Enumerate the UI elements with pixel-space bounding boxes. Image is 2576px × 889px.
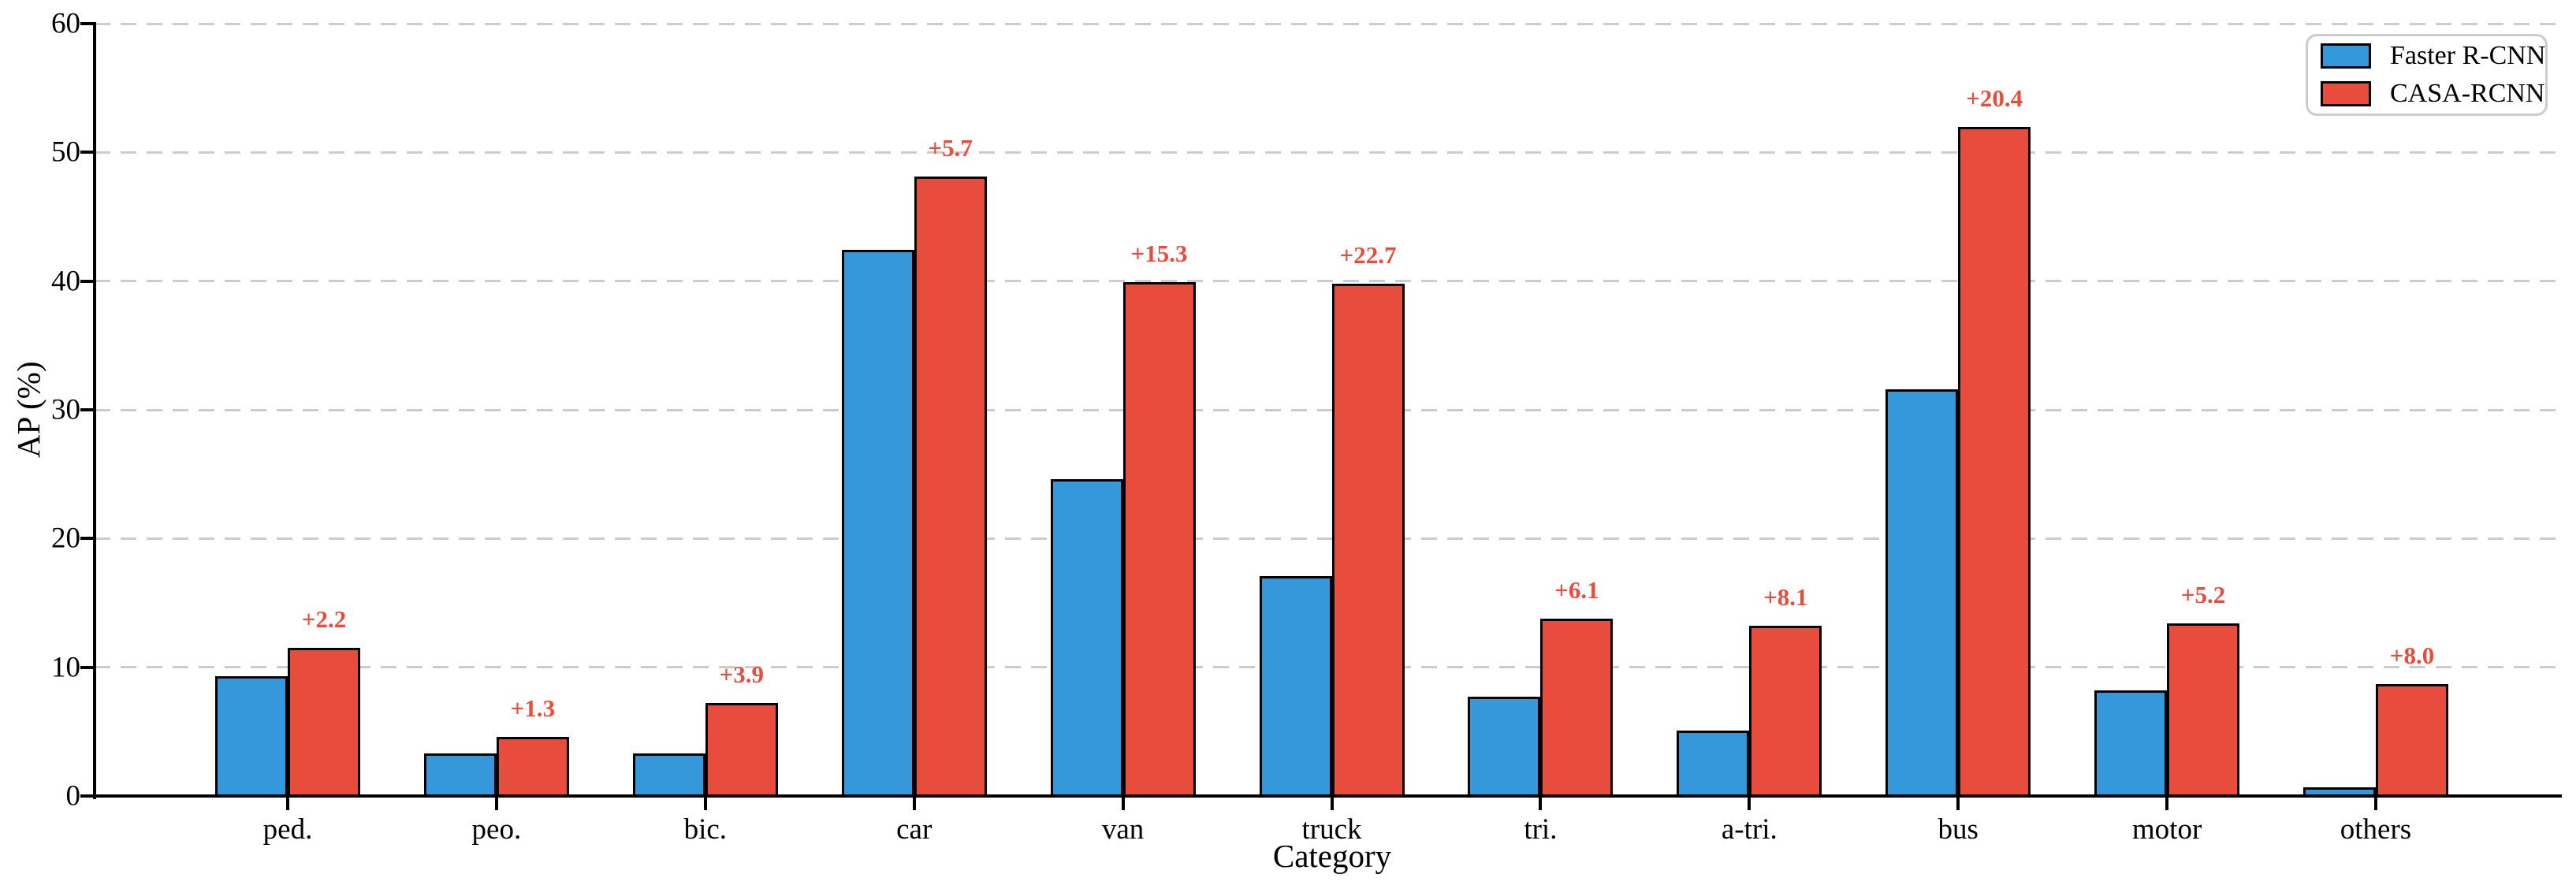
bar-faster-r-cnn-6 [1468,697,1541,798]
bar-faster-r-cnn-7 [1677,730,1750,798]
delta-annotation-0: +2.2 [301,605,347,634]
x-tick-3 [912,796,916,810]
legend-label: CASA-RCNN [2390,79,2545,108]
y-tick-0 [80,794,95,798]
bar-faster-r-cnn-5 [1259,575,1332,798]
bar-faster-r-cnn-1 [423,753,497,798]
delta-annotation-10: +8.0 [2389,641,2435,669]
bar-faster-r-cnn-3 [841,250,914,798]
x-tick-label-0: ped. [262,813,313,846]
legend-entry-casa-rcnn: CASA-RCNN [2321,80,2545,107]
y-axis-line [93,22,96,799]
delta-annotation-8: +20.4 [1966,84,2023,112]
delta-annotation-4: +15.3 [1130,240,1188,268]
bar-faster-r-cnn-2 [632,753,705,798]
bar-casa-rcnn-7 [1749,626,1822,798]
bar-casa-rcnn-5 [1331,283,1405,798]
bar-faster-r-cnn-4 [1050,479,1123,798]
x-tick-label-4: van [1101,813,1145,846]
y-tick-label-30: 30 [51,393,80,426]
legend-label: Faster R-CNN [2390,41,2546,70]
x-tick-1 [494,796,498,810]
x-tick-7 [1748,796,1751,810]
bar-casa-rcnn-10 [2376,683,2448,798]
delta-annotation-1: +1.3 [510,694,556,722]
x-tick-9 [2165,796,2169,810]
x-tick-label-5: truck [1301,813,1362,846]
x-tick-0 [286,796,289,810]
x-tick-label-8: bus [1938,813,1979,846]
bar-casa-rcnn-6 [1540,618,1614,798]
legend-entry-faster-rcnn: Faster R-CNN [2321,43,2545,69]
gridline-y50 [95,151,2562,154]
gridline-y60 [95,22,2562,25]
gridline-y40 [95,280,2562,283]
bar-casa-rcnn-4 [1122,282,1196,798]
bar-casa-rcnn-1 [496,736,569,798]
x-tick-5 [1330,796,1334,810]
gridline-y30 [95,408,2562,411]
y-tick-label-60: 60 [51,7,80,40]
delta-annotation-5: +22.7 [1339,240,1397,269]
y-axis-title: AP (%) [10,361,47,459]
x-tick-label-9: motor [2131,813,2202,846]
bar-casa-rcnn-8 [1958,126,2031,798]
y-tick-label-50: 50 [51,136,80,169]
bar-casa-rcnn-3 [914,177,987,798]
gridline-y20 [95,537,2562,540]
x-tick-label-10: others [2340,813,2412,846]
bar-casa-rcnn-9 [2167,623,2240,798]
x-tick-label-3: car [896,813,932,846]
bar-casa-rcnn-0 [288,648,360,798]
delta-annotation-2: +3.9 [719,660,765,689]
x-tick-label-2: bic. [683,813,728,846]
x-tick-label-7: a-tri. [1721,813,1778,846]
x-tick-label-1: peo. [471,813,522,846]
y-tick-20 [80,537,95,541]
delta-annotation-7: +8.1 [1763,583,1808,612]
x-tick-10 [2374,796,2377,810]
bar-faster-r-cnn-0 [215,676,288,798]
y-tick-label-0: 0 [65,779,81,813]
x-tick-label-6: tri. [1524,813,1558,846]
delta-annotation-9: +5.2 [2180,581,2226,609]
y-tick-10 [80,665,95,669]
legend-swatch-blue-icon [2321,43,2371,69]
y-tick-40 [80,279,95,283]
delta-annotation-6: +6.1 [1554,575,1599,604]
y-tick-label-10: 10 [51,651,80,684]
x-tick-8 [1956,796,1960,810]
y-tick-50 [80,151,95,154]
x-axis-line [93,794,2562,798]
bar-faster-r-cnn-9 [2094,690,2168,798]
legend-swatch-red-icon [2321,81,2371,106]
x-tick-2 [703,796,707,810]
x-tick-6 [1539,796,1543,810]
y-tick-label-20: 20 [51,522,80,555]
x-axis-title: Category [1272,838,1392,874]
x-tick-4 [1121,796,1125,810]
y-tick-30 [80,408,95,411]
legend: Faster R-CNN CASA-RCNN [2306,34,2548,116]
y-tick-60 [80,22,95,25]
bar-casa-rcnn-2 [705,703,778,798]
y-tick-label-40: 40 [51,265,80,298]
bar-faster-r-cnn-8 [1885,389,1959,798]
delta-annotation-3: +5.7 [928,134,973,162]
